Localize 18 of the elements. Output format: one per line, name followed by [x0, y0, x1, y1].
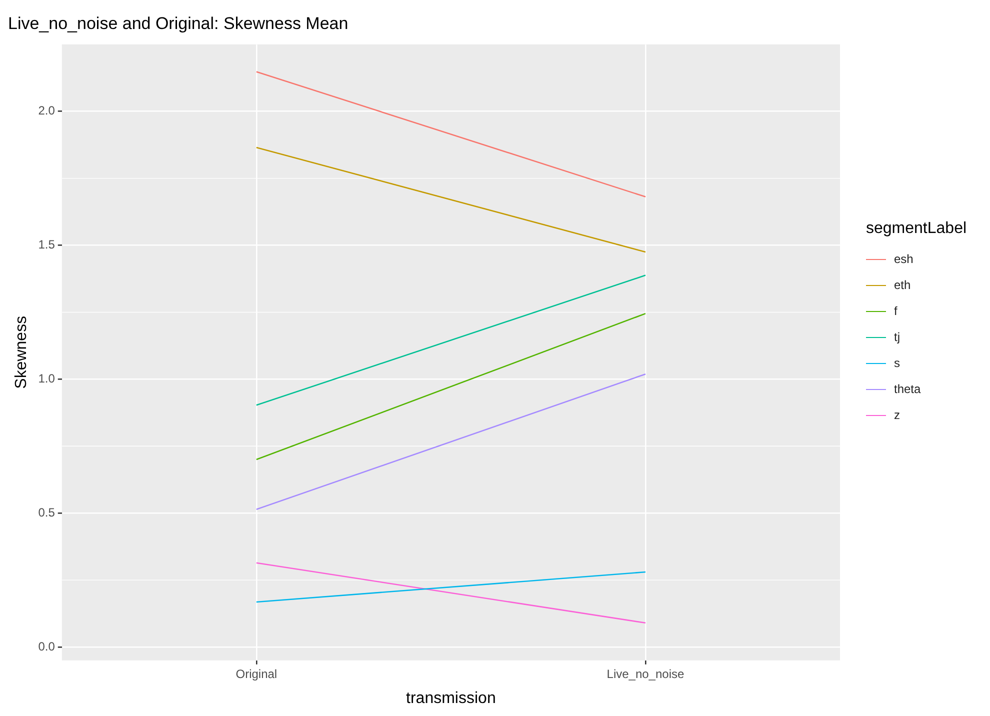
x-tick-label: Original	[236, 666, 278, 681]
y-tick-label: 0.0	[38, 639, 56, 654]
legend-label: esh	[894, 252, 914, 266]
y-tick-label: 1.0	[38, 371, 56, 386]
legend-label: eth	[894, 278, 911, 292]
y-tick-label: 1.5	[38, 238, 56, 252]
chart-title: Live_no_noise and Original: Skewness Mean	[8, 14, 348, 33]
legend-label: tj	[894, 330, 900, 344]
legend-label: z	[894, 408, 900, 422]
legend-title: segmentLabel	[866, 220, 967, 238]
legend-label: f	[894, 304, 898, 318]
legend-label: s	[894, 356, 900, 370]
legend-label: theta	[894, 382, 921, 396]
x-axis-title: transmission	[406, 690, 496, 707]
y-tick-label: 2.0	[38, 104, 56, 118]
y-axis-title: Skewness	[13, 316, 30, 389]
y-tick-label: 0.5	[38, 505, 56, 520]
x-tick-label: Live_no_noise	[606, 666, 684, 681]
